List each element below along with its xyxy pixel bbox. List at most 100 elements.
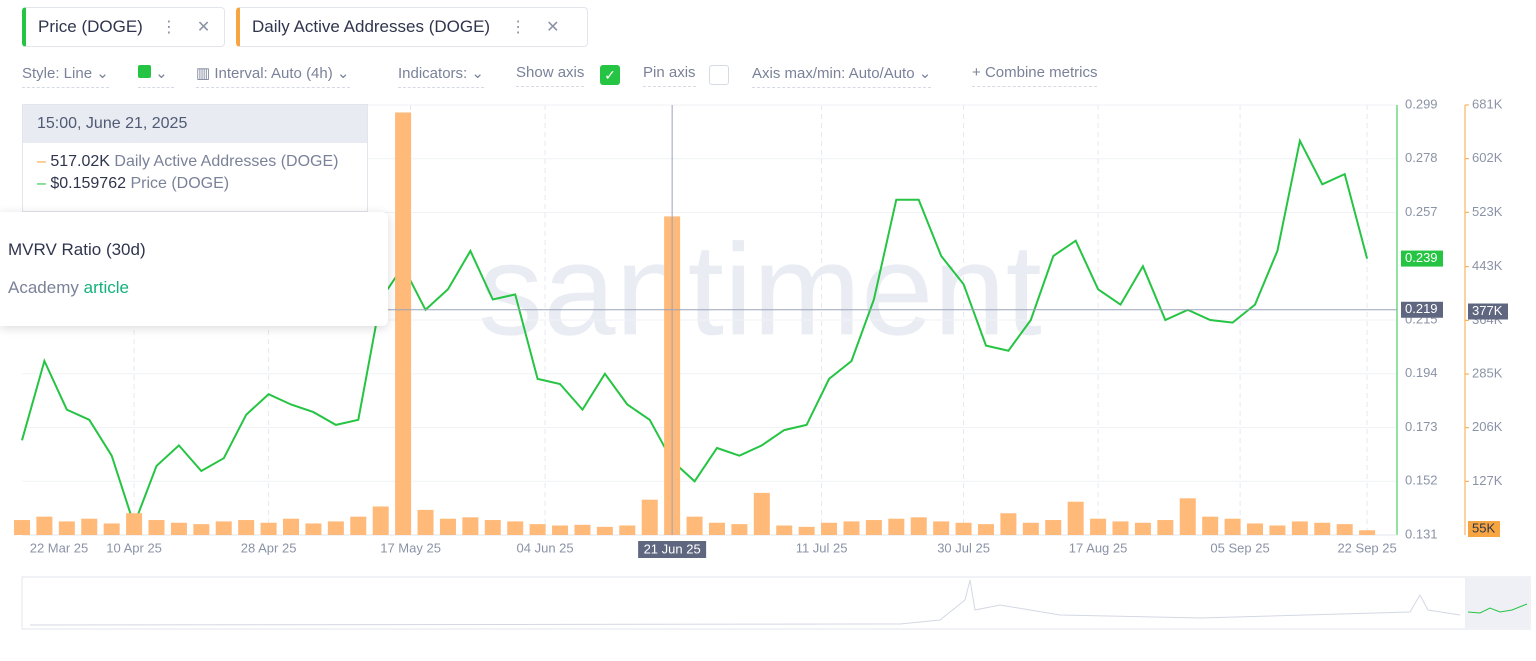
name: Price (DOGE) — [130, 175, 230, 192]
bar — [843, 521, 860, 535]
y-tick-label: 0.152 — [1405, 473, 1438, 488]
bar — [1000, 513, 1017, 535]
bar — [305, 523, 322, 535]
tooltip-time: 15:00, June 21, 2025 — [23, 105, 367, 143]
bar — [327, 521, 344, 535]
bar — [933, 521, 950, 535]
bar — [462, 517, 479, 535]
name: Daily Active Addresses (DOGE) — [114, 153, 339, 170]
price-line — [21, 137, 1369, 528]
crosshair-x-box — [638, 541, 707, 558]
bar — [798, 526, 815, 535]
crosshair-y-label: 0.219 — [1405, 301, 1438, 316]
x-tick-label: 22 Mar 25 — [30, 540, 89, 555]
style-select[interactable]: Style: Line ⌄ — [22, 64, 109, 88]
y-tick-label: 0.173 — [1405, 419, 1438, 434]
bar — [439, 518, 456, 535]
pin-axis[interactable]: Pin axis — [643, 64, 696, 87]
checkbox[interactable] — [709, 65, 729, 85]
x-tick-label: 11 Jul 25 — [796, 540, 848, 555]
bar — [126, 513, 143, 535]
x-tick-label: 28 Apr 25 — [241, 540, 297, 555]
y2-tick-label: 285K — [1472, 365, 1503, 380]
bar — [507, 521, 524, 535]
popup-text: Academy article — [8, 278, 129, 298]
bar — [1179, 498, 1196, 535]
tooltip-row: – $0.159762 Price (DOGE) — [37, 175, 230, 192]
label: Axis max/min: Auto/Auto — [752, 65, 915, 82]
bar — [641, 499, 658, 535]
color-select[interactable]: ⌄ — [138, 64, 174, 88]
bar — [1224, 518, 1241, 535]
y2-tick-label: 443K — [1472, 258, 1503, 273]
metric-tab[interactable]: Price (DOGE) ⋮ ✕ — [22, 7, 225, 47]
x-tick-label: 04 Jun 25 — [517, 540, 574, 555]
metric-tab[interactable]: Daily Active Addresses (DOGE) ⋮ ✕ — [236, 7, 588, 47]
bar — [955, 522, 972, 535]
x-tick-label: 17 May 25 — [380, 540, 441, 555]
bar — [552, 525, 569, 535]
bar — [283, 518, 300, 535]
bar — [1359, 530, 1376, 535]
bar — [910, 517, 927, 535]
minimap-price — [1467, 603, 1528, 614]
bar — [619, 525, 636, 535]
x-tick-label: 10 Apr 25 — [106, 540, 162, 555]
bar — [1022, 522, 1039, 535]
bar — [238, 520, 255, 535]
checkbox-checked[interactable]: ✓ — [600, 65, 620, 85]
combine-metrics[interactable]: + Combine metrics — [972, 64, 1098, 87]
show-axis[interactable]: Show axis — [516, 64, 585, 87]
bar — [395, 112, 412, 535]
bar — [103, 523, 120, 535]
value: 517.02K — [50, 153, 110, 170]
bar — [36, 516, 53, 535]
bar — [1291, 521, 1308, 535]
tooltip: 15:00, June 21, 2025 – 517.02K Daily Act… — [22, 104, 368, 212]
value: $0.159762 — [50, 175, 126, 192]
bar — [81, 518, 98, 535]
crosshair-y2-box — [1468, 303, 1508, 320]
minimap-selection[interactable] — [1465, 578, 1529, 628]
last-price-label: 0.239 — [1405, 250, 1438, 265]
bar — [776, 525, 793, 535]
bar — [821, 522, 838, 535]
x-tick-label: 05 Sep 25 — [1210, 540, 1269, 555]
label: Interval: Auto (4h) — [214, 65, 333, 82]
article-link[interactable]: article — [83, 278, 129, 297]
popup-title: MVRV Ratio (30d) — [8, 240, 146, 259]
bar — [14, 520, 30, 535]
label: Combine metrics — [984, 64, 1098, 81]
crosshair-y2-label: 377K — [1472, 303, 1503, 318]
watermark: santiment — [478, 216, 1042, 362]
bar — [1045, 520, 1062, 535]
x-tick-label: 30 Jul 25 — [937, 540, 990, 555]
tab-label: Daily Active Addresses (DOGE) — [252, 17, 491, 36]
axis-select[interactable]: Axis max/min: Auto/Auto ⌄ — [752, 64, 932, 88]
metric-popup: MVRV Ratio (30d) Academy article — [0, 212, 388, 326]
bar — [753, 492, 770, 535]
minimap[interactable] — [21, 576, 1531, 630]
y-tick-label: 0.194 — [1405, 365, 1438, 380]
tooltip-row: – 517.02K Daily Active Addresses (DOGE) — [37, 153, 339, 170]
bar — [215, 521, 232, 535]
tab-label: Price (DOGE) — [38, 17, 143, 36]
bar — [574, 524, 591, 535]
interval-select[interactable]: ▥ Interval: Auto (4h) ⌄ — [196, 64, 350, 88]
indicators-select[interactable]: Indicators: ⌄ — [398, 64, 484, 88]
text: Academy — [8, 278, 79, 297]
bar — [58, 521, 75, 535]
bar — [350, 516, 367, 535]
bar — [865, 520, 882, 535]
label: Show axis — [516, 64, 585, 81]
bar — [1247, 523, 1264, 535]
last-y2-label: 55K — [1472, 520, 1495, 535]
bar — [708, 522, 725, 535]
bar — [529, 524, 546, 535]
y-tick-label: 0.278 — [1405, 150, 1438, 165]
y2-tick-label: 602K — [1472, 150, 1503, 165]
bar — [170, 522, 187, 535]
y2-tick-label: 206K — [1472, 419, 1503, 434]
